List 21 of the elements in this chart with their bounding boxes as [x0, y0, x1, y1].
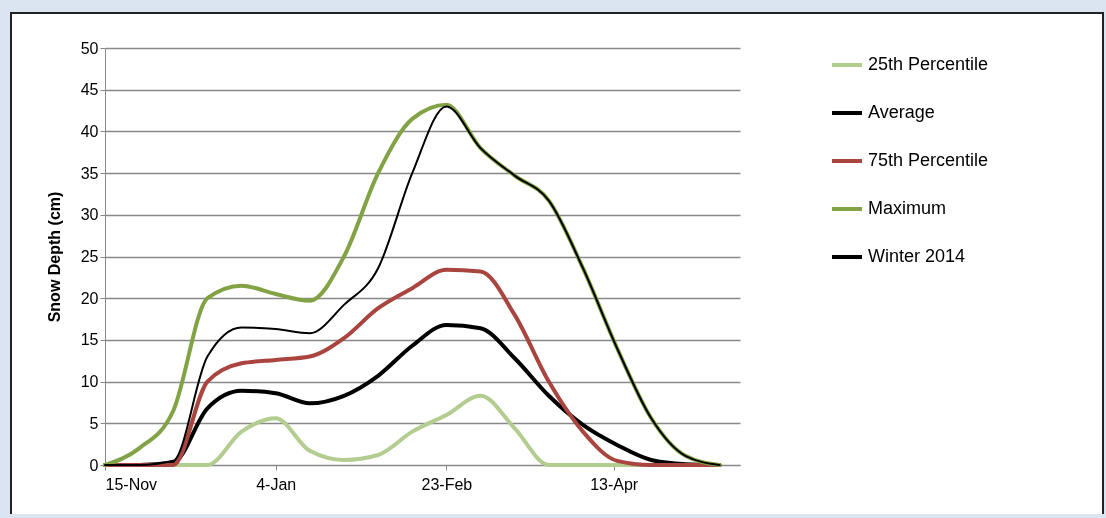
y-tick-label: 10 — [80, 373, 99, 391]
y-tick-label: 20 — [80, 289, 99, 307]
y-tick-label: 25 — [80, 248, 99, 265]
y-tick-label: 50 — [80, 39, 99, 57]
y-tick-label: 45 — [80, 81, 99, 99]
x-tick-label: 15-Nov — [105, 475, 158, 493]
x-tick-label: 4-Jan — [256, 475, 297, 493]
legend-label: Maximum — [868, 198, 947, 218]
y-tick-label: 35 — [80, 164, 99, 182]
legend-label: 25th Percentile — [868, 54, 989, 74]
y-tick-label: 15 — [80, 331, 99, 349]
y-tick-label: 5 — [89, 414, 99, 432]
y-tick-label: 30 — [80, 206, 99, 224]
x-tick-label: 23-Feb — [421, 475, 473, 493]
y-axis-title: Snow Depth (cm) — [45, 191, 63, 323]
legend-label: Average — [868, 102, 935, 122]
legend-label: Winter 2014 — [868, 246, 966, 266]
y-tick-label: 0 — [89, 456, 99, 474]
x-tick-label: 13-Apr — [590, 475, 639, 493]
y-tick-label: 40 — [80, 122, 99, 140]
legend-label: 75th Percentile — [868, 150, 989, 170]
